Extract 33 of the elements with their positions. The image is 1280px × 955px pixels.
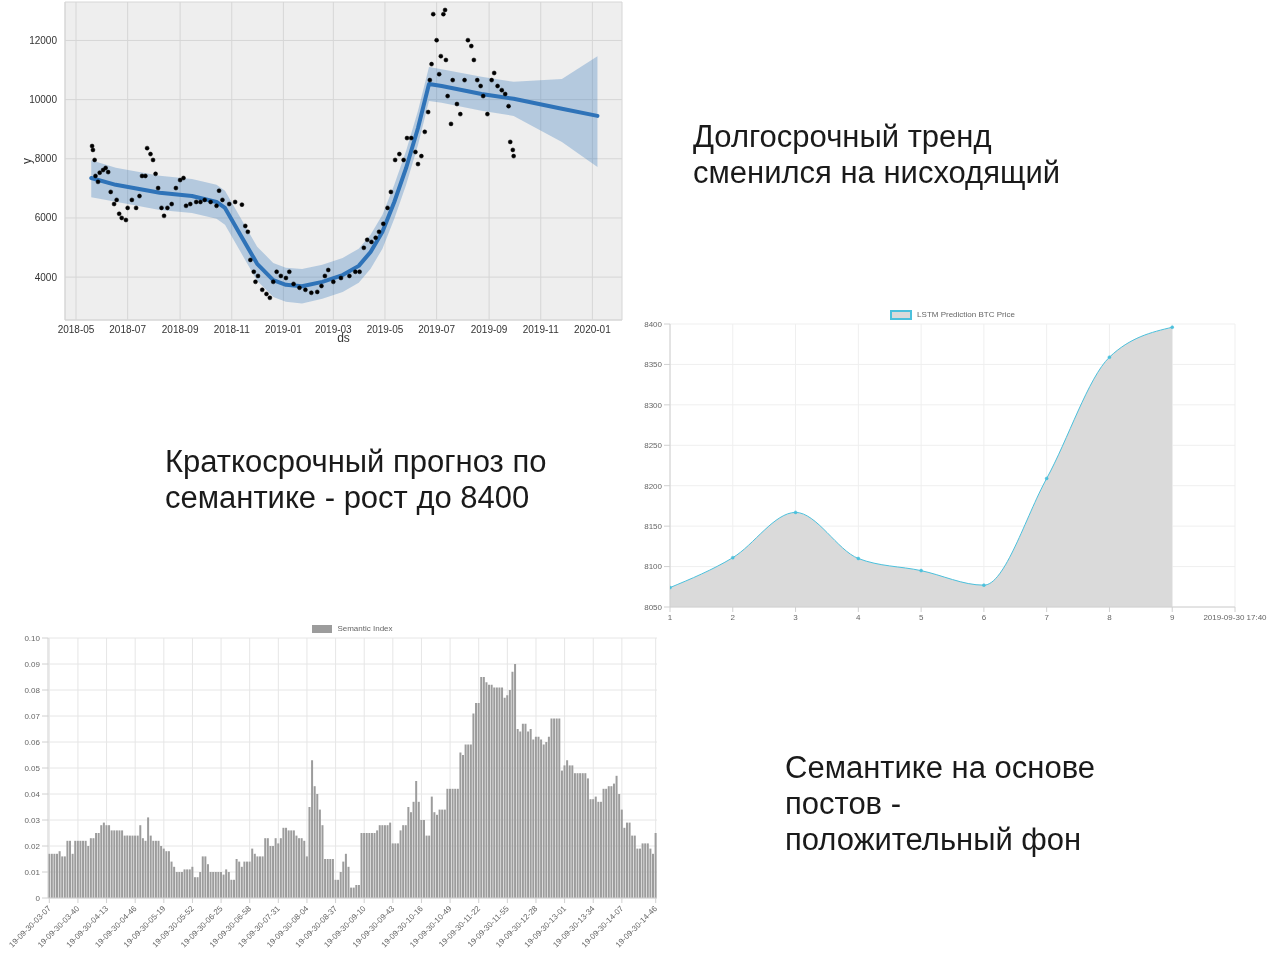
- x-tick-label: 2019-09-30 17:40: [1203, 612, 1268, 622]
- y-tick-label: 0.08: [24, 685, 41, 695]
- y-tick-label: 0.07: [24, 711, 41, 721]
- y-tick-label: 0.03: [24, 815, 41, 825]
- x-tick-label: 4: [856, 612, 862, 622]
- y-tick-label: 12000: [29, 35, 58, 47]
- x-tick-label: 1: [667, 612, 673, 622]
- y-tick-label: 0.04: [24, 789, 41, 799]
- x-tick-label: 6: [981, 612, 987, 622]
- y-tick-label: 0.06: [24, 737, 41, 747]
- y-tick-label: 8200: [644, 481, 663, 491]
- y-tick-label: 0.05: [24, 763, 41, 773]
- y-tick-label: 8250: [644, 441, 663, 451]
- x-tick-label: 7: [1044, 612, 1050, 622]
- y-tick-label: 0.01: [24, 867, 41, 877]
- y-tick-label: 10000: [29, 94, 58, 106]
- y-tick-label: 8350: [644, 360, 663, 370]
- x-tick-label: 9: [1170, 612, 1175, 622]
- y-tick-label: 8300: [644, 400, 663, 410]
- x-tick-label: 8: [1107, 612, 1113, 622]
- y-tick-label: 8050: [644, 602, 663, 612]
- x-tick-label: 5: [918, 612, 924, 622]
- text: Семантике на основе постов - положительный фон: [785, 750, 1096, 858]
- x-tick-label: 3: [793, 612, 799, 622]
- y-tick-label: 8100: [644, 562, 663, 572]
- y-tick-label: 0.10: [24, 633, 41, 643]
- text: Краткосрочный прогноз по семантике - рост до 8400: [165, 444, 548, 516]
- y-tick-label: 0.02: [24, 841, 41, 851]
- x-tick-label: 2: [730, 612, 736, 622]
- y-tick-label: 8150: [644, 521, 663, 531]
- y-tick-label: 0: [35, 893, 41, 903]
- y-tick-label: 0.09: [24, 659, 41, 669]
- legend-label: Semantic Index: [337, 624, 393, 633]
